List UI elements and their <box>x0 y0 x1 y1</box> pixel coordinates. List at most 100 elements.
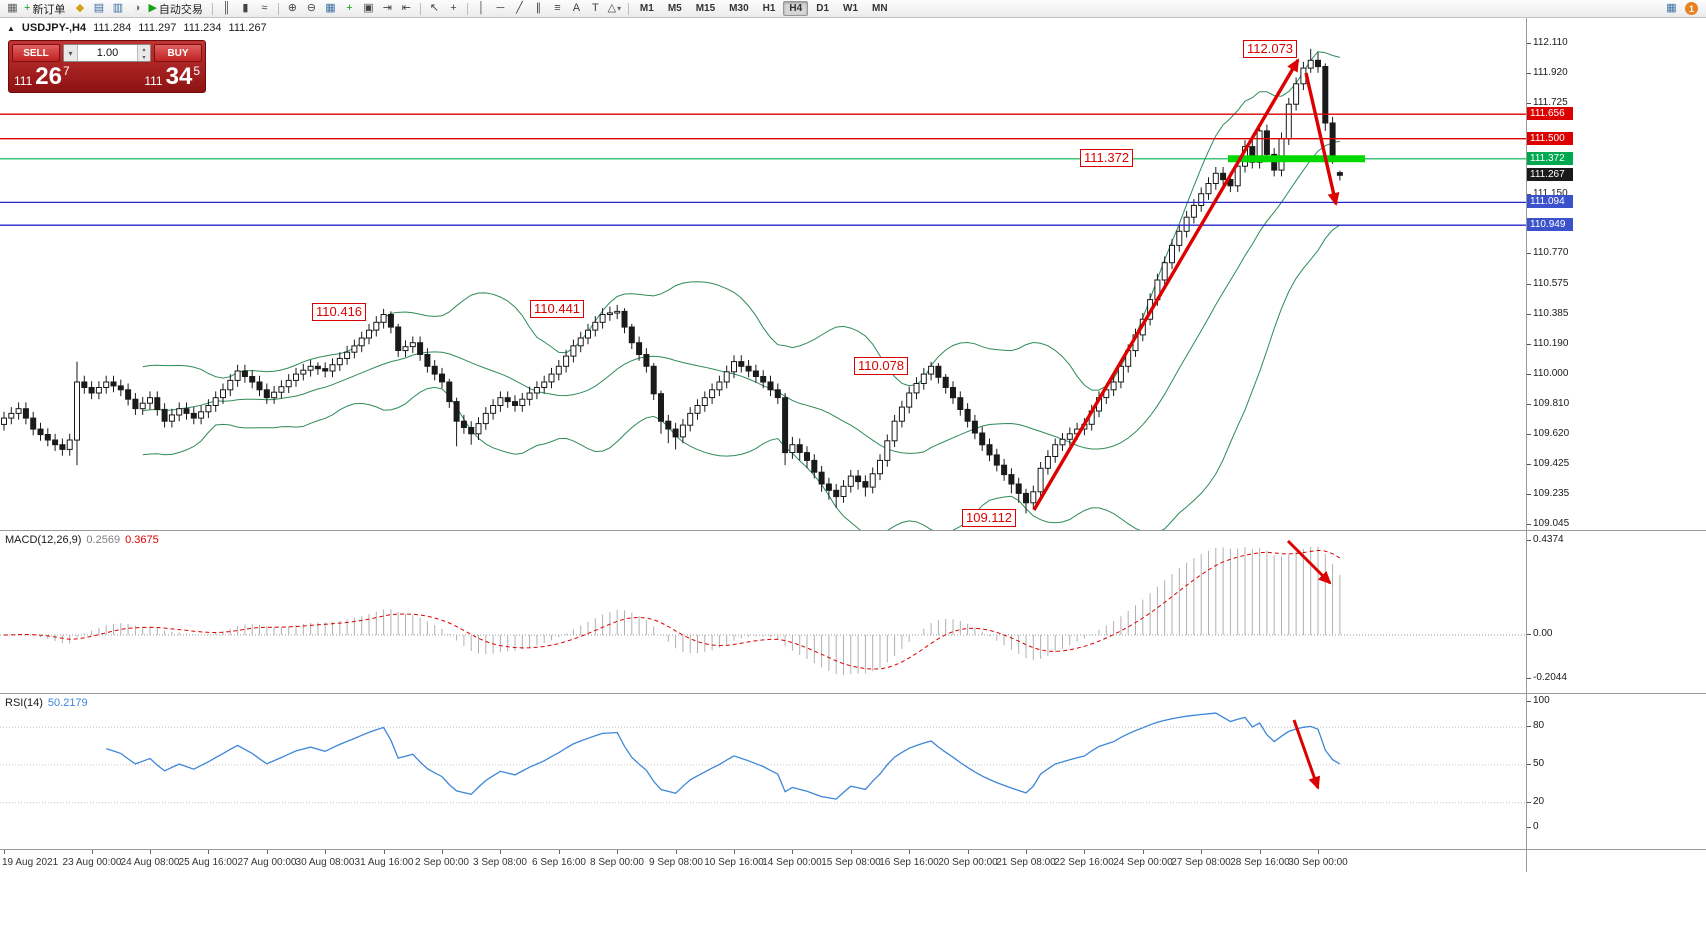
bar-chart-icon[interactable]: ║ <box>217 1 236 16</box>
time-axis-label: 30 Sep 00:00 <box>1288 857 1348 868</box>
time-axis-label: 24 Sep 00:00 <box>1113 857 1173 868</box>
strategy-tester-icon: ◑ <box>133 2 141 14</box>
chart-shift-icon[interactable]: ⇤ <box>397 1 416 16</box>
price-annotation[interactable]: 112.073 <box>1243 40 1298 58</box>
time-tick <box>4 850 5 854</box>
volume-up-icon[interactable]: ▴ <box>138 45 150 53</box>
chart-window-icon: ▦ <box>7 2 18 14</box>
time-tick <box>1143 850 1144 854</box>
time-tick <box>208 850 209 854</box>
timeframe-w1[interactable]: W1 <box>843 3 859 14</box>
volume-stepper[interactable]: ▴ ▾ <box>137 45 150 61</box>
sell-button[interactable]: SELL <box>12 44 60 62</box>
price-axis-tick: 109.810 <box>1526 398 1570 409</box>
timeframe-h4[interactable]: H4 <box>783 1 809 16</box>
volume-input[interactable]: 1.00 <box>96 47 119 59</box>
price-axis[interactable]: 112.110 111.920 111.725 111.150 110.770 110.5… <box>1526 18 1706 872</box>
shapes-icon[interactable]: △ ▾ <box>605 1 624 16</box>
auto-scroll-icon[interactable]: ⇥ <box>378 1 397 16</box>
pane-divider <box>1527 693 1706 694</box>
zoom-in-icon[interactable]: ⊕ <box>283 1 302 16</box>
timeframe-m15[interactable]: M15 <box>695 3 716 14</box>
data-window-icon: ▥ <box>112 2 124 14</box>
sell-price: 111 26 7 <box>14 63 70 90</box>
time-axis-label: 25 Aug 16:00 <box>178 857 238 868</box>
time-axis-label: 20 Sep 00:00 <box>938 857 998 868</box>
candlestick-chart-icon: ▮ <box>242 2 249 14</box>
macd-indicator-pane[interactable]: MACD(12,26,9) 0.2569 0.3675 <box>0 530 1526 693</box>
time-tick <box>968 850 969 854</box>
timeframe-m30[interactable]: M30 <box>729 3 749 14</box>
timeframe-h1[interactable]: H1 <box>762 3 776 14</box>
zoom-out-icon[interactable]: ⊖ <box>302 1 321 16</box>
new-chart-icon[interactable]: + <box>340 1 359 16</box>
timeframe-m1[interactable]: M1 <box>639 3 654 14</box>
macd-axis-tick: -0.2044 <box>1527 672 1567 683</box>
timeframe-m5[interactable]: M5 <box>667 3 682 14</box>
new-order-button-label: 新订单 <box>32 3 66 16</box>
candlestick-chart-icon[interactable]: ▮ <box>236 1 255 16</box>
line-chart-icon[interactable]: ≈ <box>255 1 274 16</box>
strategy-tester-icon[interactable]: ◑ <box>127 1 146 16</box>
rsi-axis-tick: 100 <box>1527 695 1550 706</box>
volume-dropdown-icon[interactable]: ▾ <box>64 45 78 61</box>
price-badge: 111.267 <box>1527 168 1573 181</box>
time-axis-label: 10 Sep 16:00 <box>704 857 764 868</box>
new-order-button[interactable]: + 新订单 <box>22 1 70 16</box>
time-axis-label: 24 Aug 08:00 <box>120 857 180 868</box>
time-tick <box>909 850 910 854</box>
line-chart-icon: ≈ <box>261 2 268 14</box>
cursor-icon[interactable]: ↖ <box>425 1 444 16</box>
candlestick-chart[interactable] <box>0 18 1526 530</box>
price-chart-pane[interactable]: ▲ USDJPY-,H4 111.284 111.297 111.234 111… <box>0 18 1526 530</box>
rsi-axis-tick: 0 <box>1527 821 1539 832</box>
price-annotation[interactable]: 110.416 <box>312 303 367 321</box>
crosshair-icon[interactable]: + <box>444 1 463 16</box>
macd-chart[interactable] <box>0 531 1526 693</box>
timeframe-d1[interactable]: D1 <box>816 3 830 14</box>
tile-windows-icon[interactable]: ▦ <box>321 1 340 16</box>
vertical-line-icon[interactable]: │ <box>472 1 491 16</box>
notification-badge[interactable]: 1 <box>1685 2 1698 15</box>
time-tick <box>267 850 268 854</box>
label-icon[interactable]: T <box>586 1 605 16</box>
vertical-line-icon: │ <box>477 2 485 14</box>
time-tick <box>1084 850 1085 854</box>
pane-divider <box>1527 530 1706 531</box>
channel-icon[interactable]: ∥ <box>529 1 548 16</box>
autotrading-button[interactable]: ▶ 自动交易 <box>146 1 207 16</box>
ohlc-close: 111.267 <box>228 22 267 34</box>
ohlc-low: 111.234 <box>183 22 222 34</box>
toolbar-separator <box>627 2 629 15</box>
horizontal-line-icon: ─ <box>496 2 505 14</box>
data-window-icon[interactable]: ▥ <box>108 1 127 16</box>
symbol-marker-icon: ▲ <box>7 24 15 33</box>
label-icon: T <box>592 2 599 14</box>
horizontal-line-icon[interactable]: ─ <box>491 1 510 16</box>
chart-window-icon[interactable]: ▦ <box>3 1 22 16</box>
time-axis-label: 6 Sep 16:00 <box>532 857 586 868</box>
chart-shift-icon: ⇤ <box>401 2 412 14</box>
volume-down-icon[interactable]: ▾ <box>138 53 150 61</box>
price-annotation[interactable]: 110.441 <box>530 300 585 318</box>
toolbar-settings-icon[interactable]: ▦ <box>1666 2 1677 14</box>
metaeditor-icon: ◆ <box>75 2 85 14</box>
price-axis-tick: 110.190 <box>1526 338 1569 349</box>
price-annotation[interactable]: 109.112 <box>962 509 1017 527</box>
text-icon[interactable]: A <box>567 1 586 16</box>
time-axis[interactable]: 19 Aug 2021 23 Aug 00:00 24 Aug 08:00 25 Au… <box>0 849 1526 873</box>
buy-button[interactable]: BUY <box>154 44 202 62</box>
fibonacci-icon[interactable]: ≡ <box>548 1 567 16</box>
metaeditor-icon[interactable]: ◆ <box>70 1 89 16</box>
price-annotation[interactable]: 110.078 <box>854 357 909 375</box>
market-watch-icon[interactable]: ▤ <box>89 1 108 16</box>
rsi-indicator-pane[interactable]: RSI(14) 50.2179 <box>0 693 1526 849</box>
rsi-chart[interactable] <box>0 694 1526 849</box>
time-tick <box>92 850 93 854</box>
timeframe-mn[interactable]: MN <box>872 3 888 14</box>
profiles-icon[interactable]: ▣ <box>359 1 378 16</box>
price-annotation[interactable]: 111.372 <box>1080 149 1134 167</box>
time-tick <box>851 850 852 854</box>
trendline-icon[interactable]: ╱ <box>510 1 529 16</box>
